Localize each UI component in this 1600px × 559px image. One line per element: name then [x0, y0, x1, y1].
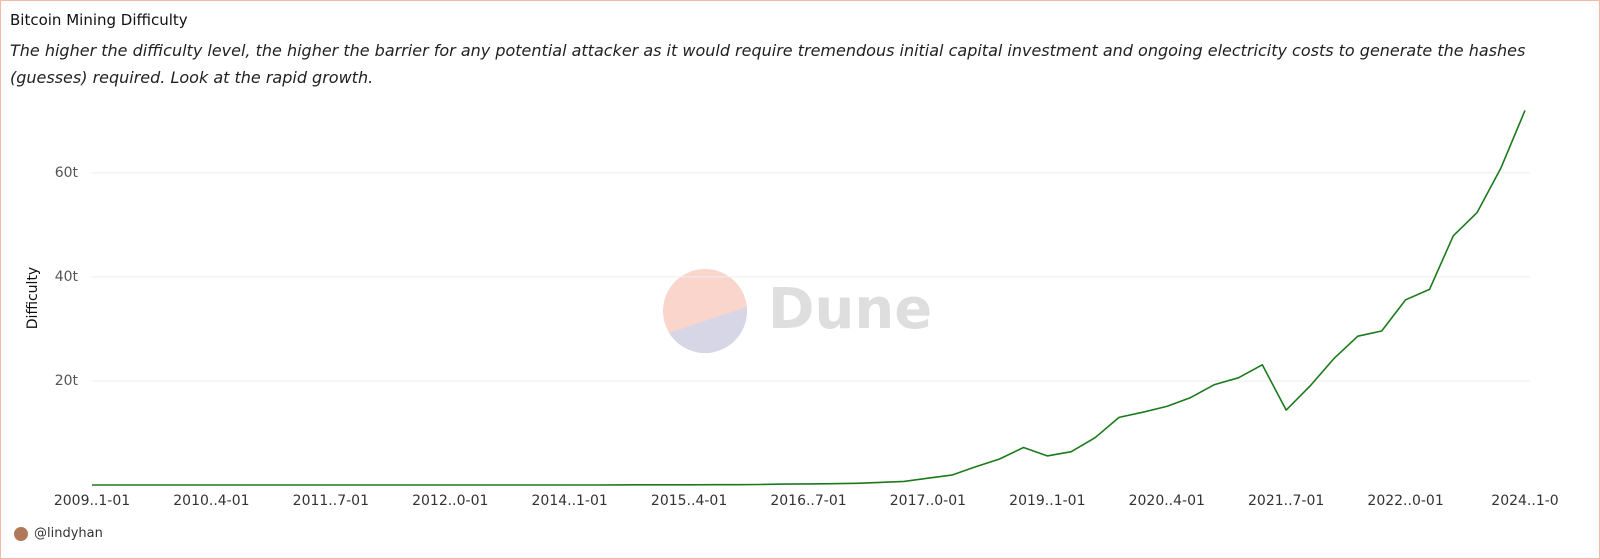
- line: [92, 110, 1526, 486]
- x-tick-label: 2009..1-01: [54, 493, 130, 509]
- x-tick-label: 2011..7-01: [293, 493, 369, 509]
- x-tick-label: 2010..4-01: [173, 493, 249, 509]
- x-tick-label: 2014..1-01: [532, 493, 608, 509]
- x-tick-label: 2019..1-01: [1009, 493, 1085, 509]
- watermark-logo: [663, 269, 747, 353]
- x-tick-label: 2012..0-01: [412, 493, 488, 509]
- author: @lindyhan: [34, 526, 103, 541]
- chart-subtitle: The higher the difficulty level, the hig…: [10, 41, 1526, 87]
- x-tick-label: 2016..7-01: [770, 493, 846, 509]
- chart-title: Bitcoin Mining Difficulty: [10, 11, 188, 29]
- x-tick-label: 2024..1-0: [1491, 493, 1558, 509]
- x-tick-label: 2021..7-01: [1248, 493, 1324, 509]
- x-tick-label: 2020..4-01: [1129, 493, 1205, 509]
- x-tick-label: 2015..4-01: [651, 493, 727, 509]
- y-axis-label: Difficulty: [25, 267, 41, 329]
- y-tick-label: 60t: [55, 165, 79, 181]
- watermark-text: Dune: [768, 277, 932, 342]
- avatar: [14, 527, 28, 541]
- y-tick-label: 40t: [55, 269, 79, 285]
- y-tick-label: 20t: [55, 373, 79, 389]
- x-tick-label: 2017..0-01: [890, 493, 966, 509]
- x-tick-label: 2022..0-01: [1367, 493, 1443, 509]
